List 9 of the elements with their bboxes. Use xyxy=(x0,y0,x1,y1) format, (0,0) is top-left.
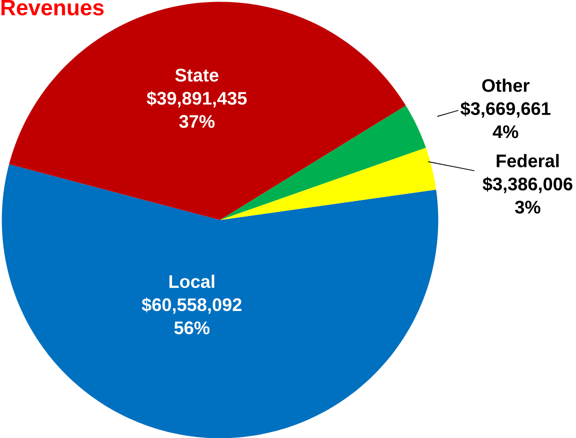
slice-label: Federal xyxy=(496,154,559,168)
chart-title: Revenues xyxy=(1,0,104,16)
slice-label: Other xyxy=(482,78,530,92)
data-label: $3,386,006 3% xyxy=(482,176,572,214)
data-label: $60,558,092 56% xyxy=(142,297,242,334)
data-label: $39,891,435 37% xyxy=(146,91,247,128)
data-label: $3,669,661 4% xyxy=(460,101,550,138)
slice-label: Local xyxy=(169,274,214,288)
slice-label: State xyxy=(175,68,218,82)
